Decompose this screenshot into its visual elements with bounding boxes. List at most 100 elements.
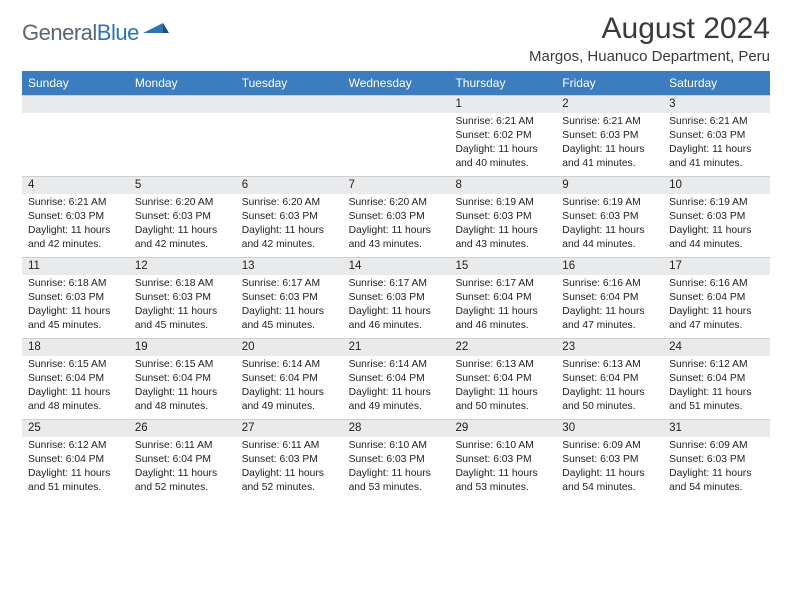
day-cell: 22Sunrise: 6:13 AMSunset: 6:04 PMDayligh… bbox=[449, 339, 556, 419]
day-number: 6 bbox=[236, 177, 343, 194]
sunset-text: Sunset: 6:04 PM bbox=[135, 453, 230, 467]
day-number: 31 bbox=[663, 420, 770, 437]
day-cell: 14 Sunrise: 6:17 AMSunset: 6:03 PMDayligh… bbox=[343, 258, 450, 338]
sunset-text: Sunset: 6:03 PM bbox=[669, 129, 764, 143]
header: GeneralBlue August 2024 Margos, Huanuco … bbox=[22, 12, 770, 65]
sunset-text: Sunset: 6:04 PM bbox=[455, 372, 550, 386]
week-row: 1Sunrise: 6:21 AMSunset: 6:02 PMDaylight… bbox=[22, 95, 770, 176]
day-header-row: SundayMondayTuesdayWednesdayThursdayFrid… bbox=[22, 71, 770, 95]
sunrise-text: Sunrise: 6:20 AM bbox=[135, 196, 230, 210]
day-number: 27 bbox=[236, 420, 343, 437]
day-body bbox=[129, 113, 236, 119]
sunrise-text: Sunrise: 6:18 AM bbox=[135, 277, 230, 291]
sunrise-text: Sunrise: 6:13 AM bbox=[455, 358, 550, 372]
sunrise-text: Sunrise: 6:17 AM bbox=[242, 277, 337, 291]
day-number: 4 bbox=[22, 177, 129, 194]
sunrise-text: Sunrise: 6:21 AM bbox=[562, 115, 657, 129]
day-body: Sunrise: 6:09 AMSunset: 6:03 PMDaylight:… bbox=[663, 437, 770, 499]
sunset-text: Sunset: 6:03 PM bbox=[562, 453, 657, 467]
day-cell: 28Sunrise: 6:10 AMSunset: 6:03 PMDayligh… bbox=[343, 420, 450, 500]
day-cell bbox=[22, 96, 129, 176]
day-number: 3 bbox=[663, 96, 770, 113]
day-body: Sunrise: 6:12 AMSunset: 6:04 PMDaylight:… bbox=[22, 437, 129, 499]
day-header-cell: Friday bbox=[556, 71, 663, 95]
day-cell: 16Sunrise: 6:16 AMSunset: 6:04 PMDayligh… bbox=[556, 258, 663, 338]
day-header-cell: Monday bbox=[129, 71, 236, 95]
day-cell: 26Sunrise: 6:11 AMSunset: 6:04 PMDayligh… bbox=[129, 420, 236, 500]
day-number bbox=[22, 96, 129, 113]
day-number: 23 bbox=[556, 339, 663, 356]
day-number: 29 bbox=[449, 420, 556, 437]
day-body: Sunrise: 6:14 AMSunset: 6:04 PMDaylight:… bbox=[236, 356, 343, 418]
day-cell: 20Sunrise: 6:14 AMSunset: 6:04 PMDayligh… bbox=[236, 339, 343, 419]
day-header-cell: Wednesday bbox=[343, 71, 450, 95]
day-number: 22 bbox=[449, 339, 556, 356]
day-cell bbox=[129, 96, 236, 176]
day-header-cell: Thursday bbox=[449, 71, 556, 95]
day-body: Sunrise: 6:10 AMSunset: 6:03 PMDaylight:… bbox=[449, 437, 556, 499]
sunset-text: Sunset: 6:04 PM bbox=[669, 372, 764, 386]
day-body: Sunrise: 6:16 AMSunset: 6:04 PMDaylight:… bbox=[663, 275, 770, 337]
logo-icon bbox=[143, 19, 169, 42]
day-number: 8 bbox=[449, 177, 556, 194]
sunset-text: Sunset: 6:04 PM bbox=[669, 291, 764, 305]
daylight-text: Daylight: 11 hours and 42 minutes. bbox=[242, 224, 337, 252]
day-cell: 24Sunrise: 6:12 AMSunset: 6:04 PMDayligh… bbox=[663, 339, 770, 419]
daylight-text: Daylight: 11 hours and 51 minutes. bbox=[669, 386, 764, 414]
day-body: Sunrise: 6:12 AMSunset: 6:04 PMDaylight:… bbox=[663, 356, 770, 418]
day-body: Sunrise: 6:21 AMSunset: 6:03 PMDaylight:… bbox=[556, 113, 663, 175]
sunrise-text: Sunrise: 6:20 AM bbox=[242, 196, 337, 210]
day-cell: 29Sunrise: 6:10 AMSunset: 6:03 PMDayligh… bbox=[449, 420, 556, 500]
daylight-text: Daylight: 11 hours and 43 minutes. bbox=[349, 224, 444, 252]
day-number: 13 bbox=[236, 258, 343, 275]
day-cell: 12Sunrise: 6:18 AMSunset: 6:03 PMDayligh… bbox=[129, 258, 236, 338]
sunrise-text: Sunrise: 6:19 AM bbox=[669, 196, 764, 210]
sunrise-text: Sunrise: 6:21 AM bbox=[455, 115, 550, 129]
sunset-text: Sunset: 6:03 PM bbox=[669, 210, 764, 224]
daylight-text: Daylight: 11 hours and 44 minutes. bbox=[669, 224, 764, 252]
sunrise-text: Sunrise: 6:17 AM bbox=[349, 277, 444, 291]
day-body: Sunrise: 6:21 AMSunset: 6:03 PMDaylight:… bbox=[663, 113, 770, 175]
sunrise-text: Sunrise: 6:13 AM bbox=[562, 358, 657, 372]
sunset-text: Sunset: 6:04 PM bbox=[28, 453, 123, 467]
day-number: 25 bbox=[22, 420, 129, 437]
sunrise-text: Sunrise: 6:18 AM bbox=[28, 277, 123, 291]
sunrise-text: Sunrise: 6:16 AM bbox=[562, 277, 657, 291]
day-number bbox=[236, 96, 343, 113]
day-cell: 25Sunrise: 6:12 AMSunset: 6:04 PMDayligh… bbox=[22, 420, 129, 500]
daylight-text: Daylight: 11 hours and 46 minutes. bbox=[349, 305, 444, 333]
daylight-text: Daylight: 11 hours and 48 minutes. bbox=[135, 386, 230, 414]
daylight-text: Daylight: 11 hours and 45 minutes. bbox=[242, 305, 337, 333]
sunset-text: Sunset: 6:03 PM bbox=[562, 210, 657, 224]
day-number: 20 bbox=[236, 339, 343, 356]
day-body: Sunrise: 6:15 AMSunset: 6:04 PMDaylight:… bbox=[22, 356, 129, 418]
day-number: 12 bbox=[129, 258, 236, 275]
day-cell: 21Sunrise: 6:14 AMSunset: 6:04 PMDayligh… bbox=[343, 339, 450, 419]
daylight-text: Daylight: 11 hours and 43 minutes. bbox=[455, 224, 550, 252]
day-number: 9 bbox=[556, 177, 663, 194]
sunrise-text: Sunrise: 6:19 AM bbox=[562, 196, 657, 210]
day-cell: 2Sunrise: 6:21 AMSunset: 6:03 PMDaylight… bbox=[556, 96, 663, 176]
day-cell: 8Sunrise: 6:19 AMSunset: 6:03 PMDaylight… bbox=[449, 177, 556, 257]
day-body: Sunrise: 6:21 AMSunset: 6:02 PMDaylight:… bbox=[449, 113, 556, 175]
day-number: 21 bbox=[343, 339, 450, 356]
daylight-text: Daylight: 11 hours and 47 minutes. bbox=[562, 305, 657, 333]
sunset-text: Sunset: 6:03 PM bbox=[28, 210, 123, 224]
day-number: 14 bbox=[343, 258, 450, 275]
day-cell: 11Sunrise: 6:18 AMSunset: 6:03 PMDayligh… bbox=[22, 258, 129, 338]
sunset-text: Sunset: 6:03 PM bbox=[455, 453, 550, 467]
daylight-text: Daylight: 11 hours and 45 minutes. bbox=[135, 305, 230, 333]
day-header-cell: Tuesday bbox=[236, 71, 343, 95]
weeks-container: 1Sunrise: 6:21 AMSunset: 6:02 PMDaylight… bbox=[22, 95, 770, 500]
calendar: SundayMondayTuesdayWednesdayThursdayFrid… bbox=[22, 71, 770, 500]
day-cell: 13Sunrise: 6:17 AMSunset: 6:03 PMDayligh… bbox=[236, 258, 343, 338]
sunset-text: Sunset: 6:03 PM bbox=[242, 453, 337, 467]
sunrise-text: Sunrise: 6:10 AM bbox=[349, 439, 444, 453]
sunset-text: Sunset: 6:03 PM bbox=[349, 291, 444, 305]
day-cell: 6 Sunrise: 6:20 AMSunset: 6:03 PMDaylight… bbox=[236, 177, 343, 257]
day-number: 11 bbox=[22, 258, 129, 275]
sunset-text: Sunset: 6:03 PM bbox=[242, 210, 337, 224]
day-cell: 10Sunrise: 6:19 AMSunset: 6:03 PMDayligh… bbox=[663, 177, 770, 257]
daylight-text: Daylight: 11 hours and 53 minutes. bbox=[349, 467, 444, 495]
day-body: Sunrise: 6:17 AMSunset: 6:03 PMDaylight:… bbox=[236, 275, 343, 337]
